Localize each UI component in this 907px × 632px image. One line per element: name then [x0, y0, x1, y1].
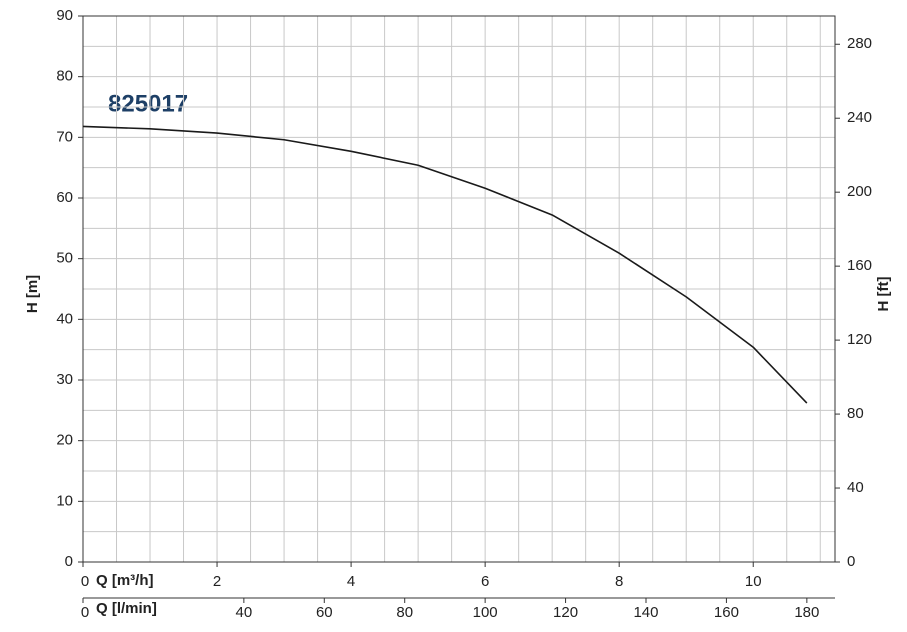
y-tick-label: 50: [56, 250, 73, 267]
y2-tick-label: 40: [847, 479, 864, 496]
x2-tick-label: 100: [473, 604, 498, 621]
y-axis-label: H [m]: [24, 275, 41, 313]
x2-tick-label: 0: [81, 604, 89, 621]
y2-tick-label: 80: [847, 405, 864, 422]
y2-tick-label: 240: [847, 109, 872, 126]
x2-tick-label: 80: [396, 604, 413, 621]
x2-tick-label: 160: [714, 604, 739, 621]
x2-tick-label: 180: [794, 604, 819, 621]
y-tick-label: 40: [56, 310, 73, 327]
plot-frame: [82, 15, 836, 563]
y2-tick-label: 0: [847, 553, 855, 570]
y-tick-label: 30: [56, 371, 73, 388]
x2-axis-label: Q [l/min]: [96, 600, 157, 617]
x2-tick-label: 40: [236, 604, 253, 621]
x-tick-label: 4: [347, 573, 355, 590]
y-tick-label: 80: [56, 68, 73, 85]
x-tick-label: 10: [745, 573, 762, 590]
x-tick-label: 0: [81, 573, 89, 590]
x-tick-label: 8: [615, 573, 623, 590]
y2-tick-label: 120: [847, 331, 872, 348]
y2-tick-label: 280: [847, 35, 872, 52]
y2-tick-label: 160: [847, 257, 872, 274]
x-axis-label: Q [m³/h]: [96, 572, 154, 589]
x2-tick-label: 60: [316, 604, 333, 621]
chart-title: 825017: [108, 90, 188, 117]
y-tick-label: 90: [56, 7, 73, 24]
x-tick-label: 6: [481, 573, 489, 590]
y2-axis-label: H [ft]: [875, 277, 892, 312]
x-tick-label: 2: [213, 573, 221, 590]
y-tick-label: 10: [56, 492, 73, 509]
curve: [82, 125, 808, 404]
x2-tick-label: 140: [633, 604, 658, 621]
y-tick-label: 0: [65, 553, 73, 570]
y2-tick-label: 200: [847, 183, 872, 200]
y-tick-label: 70: [56, 128, 73, 145]
y-tick-label: 60: [56, 189, 73, 206]
y-tick-label: 20: [56, 432, 73, 449]
x2-tick-label: 120: [553, 604, 578, 621]
